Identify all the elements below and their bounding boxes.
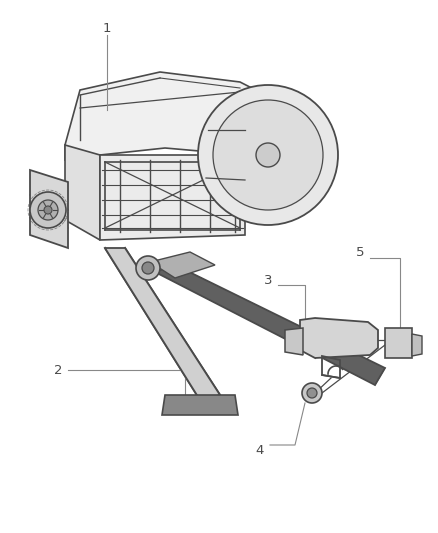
Polygon shape bbox=[300, 318, 378, 358]
Circle shape bbox=[198, 85, 338, 225]
Polygon shape bbox=[412, 334, 422, 356]
Polygon shape bbox=[105, 248, 220, 400]
Polygon shape bbox=[65, 72, 285, 160]
Polygon shape bbox=[162, 395, 238, 415]
Polygon shape bbox=[285, 328, 303, 355]
Circle shape bbox=[142, 262, 154, 274]
Circle shape bbox=[213, 100, 323, 210]
Circle shape bbox=[44, 206, 52, 214]
Circle shape bbox=[136, 256, 160, 280]
Polygon shape bbox=[100, 155, 245, 240]
Polygon shape bbox=[150, 252, 215, 278]
Polygon shape bbox=[385, 328, 412, 358]
Polygon shape bbox=[65, 145, 100, 240]
Circle shape bbox=[256, 143, 280, 167]
Circle shape bbox=[38, 200, 58, 220]
Text: 1: 1 bbox=[103, 21, 111, 35]
Text: 4: 4 bbox=[256, 443, 264, 456]
Circle shape bbox=[307, 388, 317, 398]
Circle shape bbox=[30, 192, 66, 228]
Polygon shape bbox=[155, 265, 385, 385]
Text: 5: 5 bbox=[356, 246, 364, 259]
Text: 3: 3 bbox=[264, 273, 272, 287]
Polygon shape bbox=[30, 170, 68, 248]
Text: 2: 2 bbox=[54, 364, 62, 376]
Circle shape bbox=[302, 383, 322, 403]
